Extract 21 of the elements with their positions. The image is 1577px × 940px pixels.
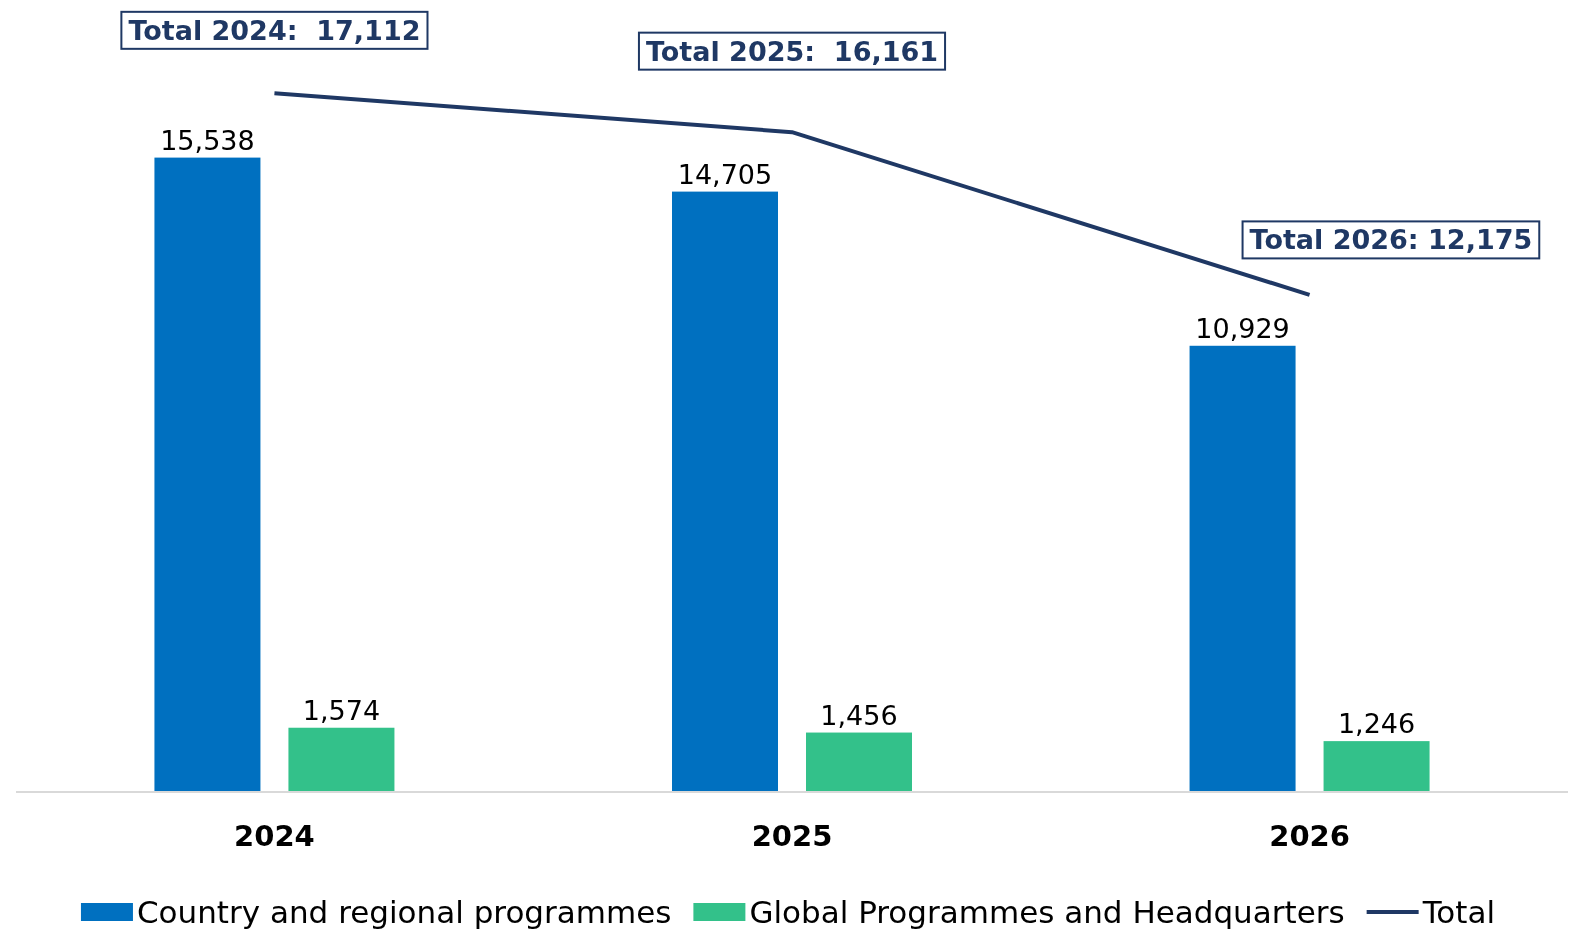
data-label: Total 2024: 17,112 <box>128 14 421 46</box>
data-label: 1,246 <box>1337 708 1416 740</box>
bar <box>672 191 778 792</box>
data-label: 1,456 <box>820 699 898 731</box>
data-label: 10,929 <box>1195 312 1290 344</box>
bar <box>806 732 912 792</box>
x-tick-label: 2025 <box>751 819 833 853</box>
legend-label: Global Programmes and Headquarters <box>749 894 1345 930</box>
data-label: 14,705 <box>677 158 773 190</box>
bar <box>154 157 261 792</box>
legend-label: Total <box>1421 894 1496 930</box>
x-tick-label: 2026 <box>1269 819 1350 853</box>
bar <box>288 727 395 792</box>
legend-label: Country and regional programmes <box>136 894 672 930</box>
data-label: Total 2026: 12,175 <box>1249 224 1533 256</box>
data-label: 15,538 <box>160 124 255 156</box>
data-label: 1,574 <box>302 694 381 726</box>
x-tick-label: 2024 <box>234 819 315 853</box>
data-label: Total 2025: 16,161 <box>645 35 939 67</box>
bar <box>1323 741 1430 792</box>
bar <box>1189 345 1296 792</box>
